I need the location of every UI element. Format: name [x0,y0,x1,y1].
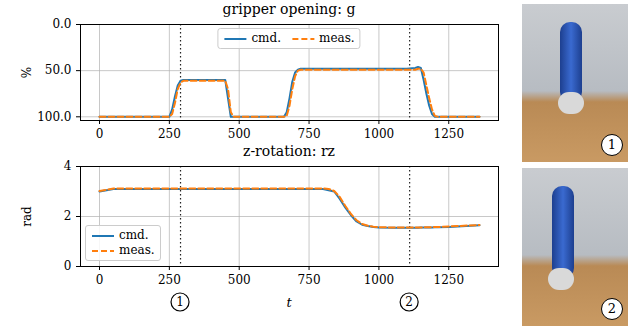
svg-text:0: 0 [64,259,72,273]
svg-text:0.0: 0.0 [52,18,71,31]
svg-text:2: 2 [405,295,413,309]
html-text:meas.: meas. [319,31,355,45]
html-text:1: 1 [607,137,617,152]
html-text:2: 2 [607,301,617,316]
svg-text:50.0: 50.0 [45,63,72,77]
svg-text:1000: 1000 [364,273,395,287]
svg-text:rad: rad [20,206,34,227]
svg-text:100.0: 100.0 [37,110,71,124]
svg-text:0: 0 [96,127,104,141]
svg-text:1000: 1000 [364,127,395,141]
svg-text:4: 4 [64,160,72,173]
html-text:gripper opening: g: gripper opening: g [222,1,356,17]
svg-text:1250: 1250 [433,273,464,287]
svg-text:0: 0 [96,273,104,287]
svg-text:%: % [20,67,34,78]
html-text:meas.: meas. [119,243,155,257]
svg-text:1: 1 [176,295,184,309]
svg-text:2: 2 [64,209,72,223]
html-text:cmd.: cmd. [119,228,149,242]
svg-text:750: 750 [298,127,321,141]
html-text:z-rotation: rz: z-rotation: rz [243,143,335,159]
svg-text:500: 500 [228,273,251,287]
html-text:cmd.: cmd. [251,31,281,45]
svg-text:500: 500 [228,127,251,141]
svg-text:750: 750 [298,273,321,287]
svg-text:1250: 1250 [433,127,464,141]
svg-text:t: t [286,295,292,310]
svg-text:250: 250 [158,127,181,141]
svg-text:250: 250 [158,273,181,287]
